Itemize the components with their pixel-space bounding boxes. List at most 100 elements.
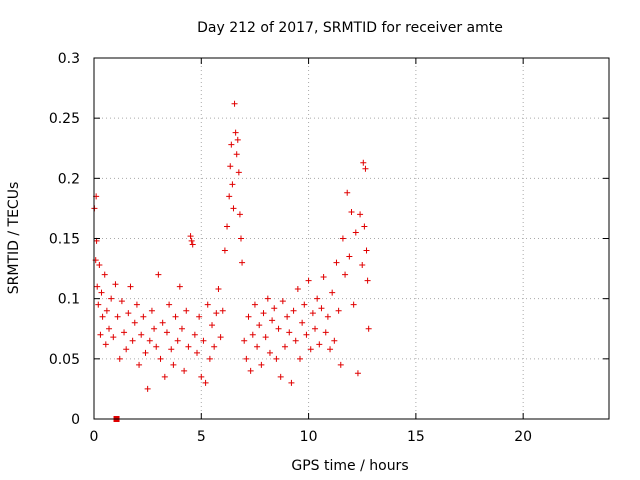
data-point <box>231 100 238 107</box>
data-point <box>284 313 291 320</box>
data-point <box>333 259 340 266</box>
y-tick-label: 0.25 <box>49 111 80 127</box>
data-point <box>292 337 299 344</box>
data-point <box>279 298 286 305</box>
data-point <box>163 329 170 336</box>
data-point <box>335 307 342 314</box>
data-point <box>200 337 207 344</box>
data-point <box>232 129 239 136</box>
data-point <box>110 334 117 341</box>
data-point <box>324 313 331 320</box>
data-point <box>166 301 173 308</box>
data-point <box>215 286 222 293</box>
data-point <box>202 379 209 386</box>
data-point <box>103 307 110 314</box>
y-axis-label: SRMTID / TECUs <box>6 182 22 295</box>
data-point <box>348 209 355 216</box>
data-point <box>106 325 113 332</box>
y-tick-label: 0.2 <box>58 171 80 187</box>
data-point <box>307 346 314 353</box>
data-point <box>233 151 240 158</box>
grid-lines <box>94 58 609 419</box>
data-point <box>251 301 258 308</box>
data-point <box>144 385 151 392</box>
data-point <box>288 379 295 386</box>
data-point <box>168 346 175 353</box>
data-point <box>217 334 224 341</box>
data-point <box>161 373 168 380</box>
data-point <box>183 307 190 314</box>
data-point <box>360 159 367 166</box>
data-point <box>155 271 162 278</box>
data-point <box>354 370 361 377</box>
data-point <box>239 259 246 266</box>
data-point <box>219 307 226 314</box>
data-point <box>331 337 338 344</box>
data-point <box>357 211 364 218</box>
data-point <box>271 305 278 312</box>
data-point <box>129 337 136 344</box>
data-point <box>206 355 213 362</box>
data-point <box>140 313 147 320</box>
data-point <box>299 319 306 326</box>
data-point <box>99 313 106 320</box>
data-point <box>213 310 220 317</box>
data-point <box>157 355 164 362</box>
data-point <box>303 331 310 338</box>
data-point <box>245 313 252 320</box>
data-point <box>95 301 102 308</box>
data-point <box>133 301 140 308</box>
data-point <box>112 281 119 288</box>
data-point <box>269 317 276 324</box>
data-point <box>327 346 334 353</box>
data-point <box>229 181 236 188</box>
y-tick-label: 0.05 <box>49 352 80 368</box>
data-point <box>237 235 244 242</box>
data-point <box>363 247 370 254</box>
data-point <box>189 241 196 248</box>
data-point <box>281 343 288 350</box>
data-point <box>249 331 256 338</box>
data-point <box>297 355 303 362</box>
data-point <box>228 141 235 148</box>
data-point <box>329 289 336 296</box>
data-point <box>352 229 359 236</box>
data-point <box>258 361 265 368</box>
data-point <box>188 237 195 244</box>
data-point <box>121 329 128 336</box>
data-point <box>194 349 200 356</box>
data-point <box>125 310 132 317</box>
x-axis-label: GPS time / hours <box>291 458 408 474</box>
data-point <box>209 322 216 329</box>
data-point <box>275 325 282 332</box>
data-point <box>290 307 297 314</box>
data-point <box>322 329 329 336</box>
data-point <box>309 310 316 317</box>
y-tick-label: 0 <box>71 412 80 428</box>
data-point <box>102 341 109 348</box>
data-point <box>318 305 325 312</box>
data-point <box>254 343 261 350</box>
data-point <box>204 301 211 308</box>
data-point <box>97 331 104 338</box>
data-point <box>185 343 192 350</box>
data-point <box>187 233 194 240</box>
chart-title: Day 212 of 2017, SRMTID for receiver amt… <box>197 20 503 36</box>
data-point <box>151 325 158 332</box>
data-point <box>127 283 134 290</box>
data-point <box>262 334 269 341</box>
x-tick-label: 10 <box>300 429 318 445</box>
data-point <box>178 325 185 332</box>
data-point <box>301 301 308 308</box>
data-point <box>221 247 228 254</box>
data-point <box>148 307 155 314</box>
data-point <box>342 271 349 278</box>
data-point <box>211 343 218 350</box>
data-point <box>96 261 103 268</box>
data-point <box>138 331 145 338</box>
data-point <box>294 286 301 293</box>
data-point <box>362 165 369 172</box>
data-point <box>142 349 149 356</box>
data-point <box>181 367 188 374</box>
